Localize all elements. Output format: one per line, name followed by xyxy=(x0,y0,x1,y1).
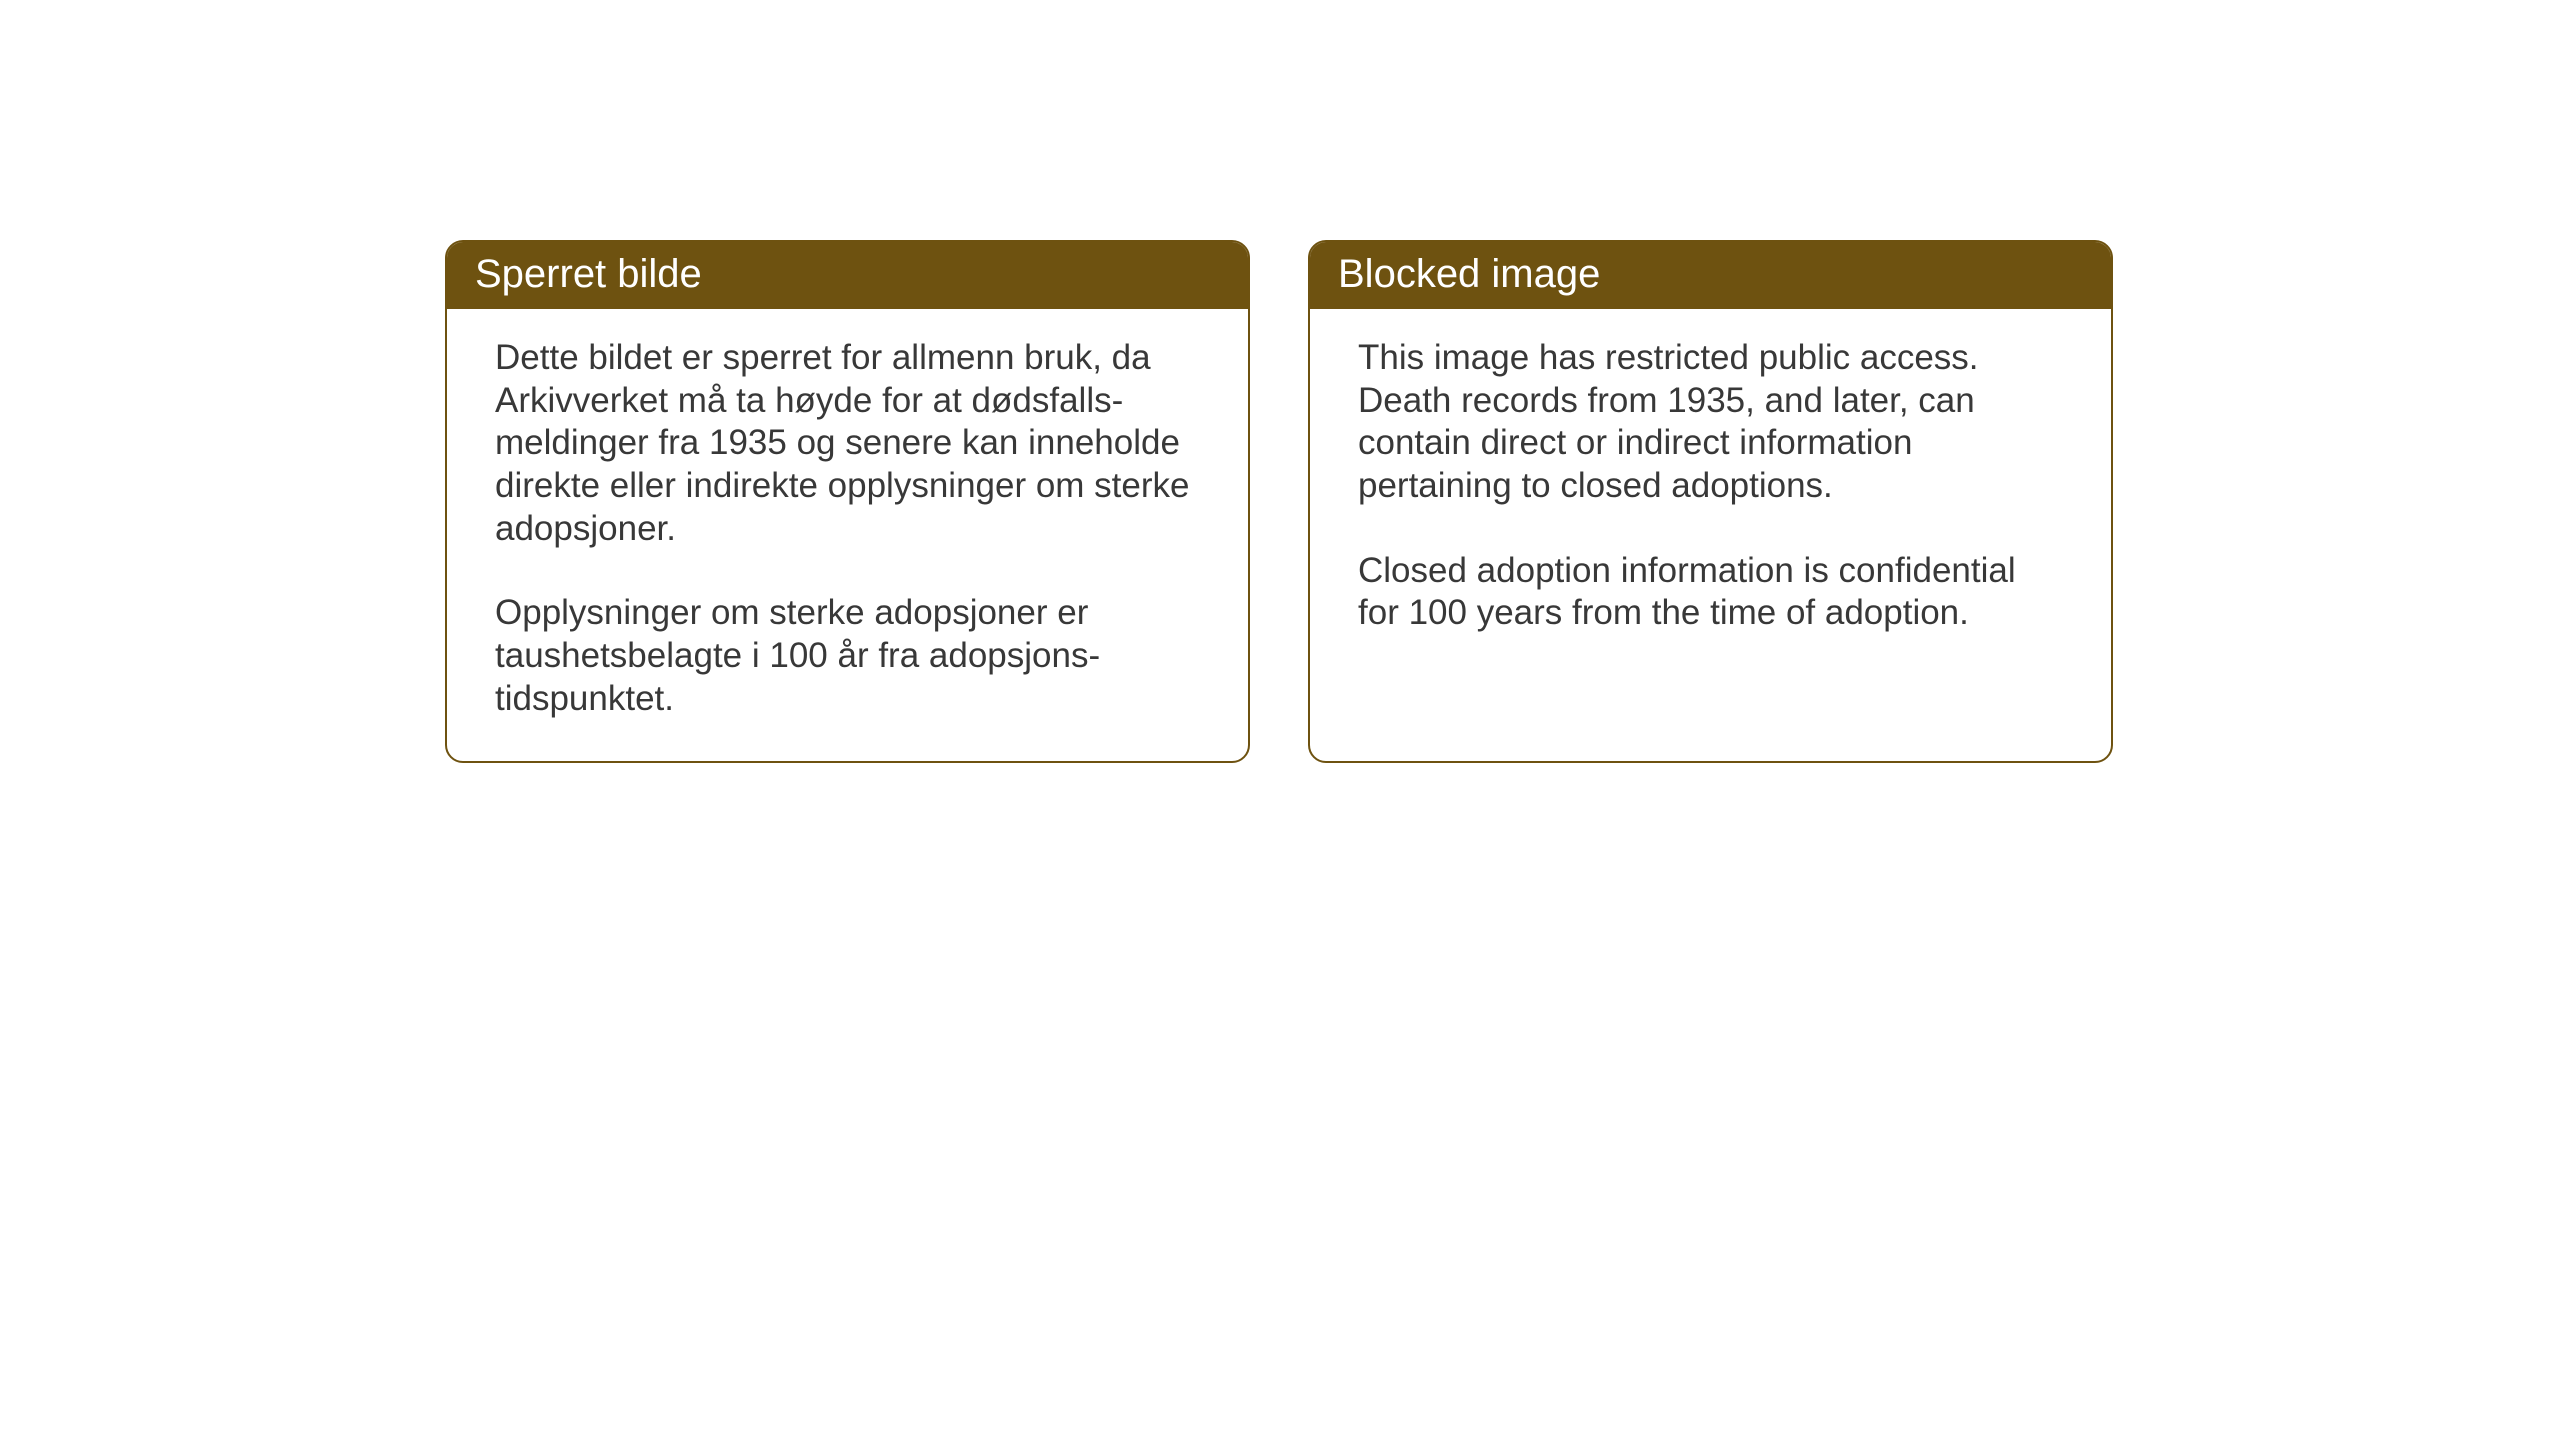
card-paragraph: This image has restricted public access.… xyxy=(1358,337,2063,508)
card-paragraph: Closed adoption information is confident… xyxy=(1358,550,2063,635)
card-paragraph: Opplysninger om sterke adopsjoner er tau… xyxy=(495,592,1200,720)
notice-cards-container: Sperret bilde Dette bildet er sperret fo… xyxy=(445,240,2113,763)
notice-card-norwegian: Sperret bilde Dette bildet er sperret fo… xyxy=(445,240,1250,763)
card-header-norwegian: Sperret bilde xyxy=(447,242,1248,309)
card-body-norwegian: Dette bildet er sperret for allmenn bruk… xyxy=(447,309,1248,761)
card-title: Sperret bilde xyxy=(475,252,702,296)
card-header-english: Blocked image xyxy=(1310,242,2111,309)
notice-card-english: Blocked image This image has restricted … xyxy=(1308,240,2113,763)
card-body-english: This image has restricted public access.… xyxy=(1310,309,2111,715)
card-title: Blocked image xyxy=(1338,252,1600,296)
card-paragraph: Dette bildet er sperret for allmenn bruk… xyxy=(495,337,1200,550)
